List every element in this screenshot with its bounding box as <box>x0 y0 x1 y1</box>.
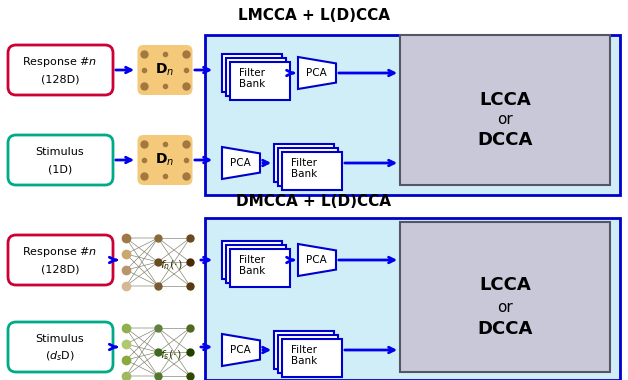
FancyBboxPatch shape <box>8 235 113 285</box>
Text: (128D): (128D) <box>41 264 79 274</box>
Text: LCCA: LCCA <box>479 91 531 109</box>
Polygon shape <box>222 334 260 366</box>
Text: or: or <box>497 299 513 315</box>
Text: (1D): (1D) <box>48 164 72 174</box>
Text: Stimulus: Stimulus <box>36 147 84 157</box>
Text: $f_{n}(\cdot)$: $f_{n}(\cdot)$ <box>160 258 183 272</box>
Text: Bank: Bank <box>291 169 317 179</box>
FancyBboxPatch shape <box>138 45 193 95</box>
Polygon shape <box>222 147 260 179</box>
Text: Filter: Filter <box>291 158 317 168</box>
Text: Filter: Filter <box>239 68 265 78</box>
Text: PCA: PCA <box>306 68 327 78</box>
Text: $\mathbf{D}_{n}$: $\mathbf{D}_{n}$ <box>155 152 175 168</box>
Bar <box>282 152 342 190</box>
Bar <box>400 222 610 372</box>
Bar <box>226 245 286 283</box>
Bar <box>274 331 334 369</box>
FancyBboxPatch shape <box>138 135 193 185</box>
Text: PCA: PCA <box>306 255 327 265</box>
Text: Bank: Bank <box>239 79 265 89</box>
Text: $f_{s}(\cdot)$: $f_{s}(\cdot)$ <box>160 348 181 362</box>
Text: Filter: Filter <box>239 255 265 265</box>
Bar <box>274 144 334 182</box>
FancyBboxPatch shape <box>8 322 113 372</box>
Bar <box>222 54 282 92</box>
Text: DMCCA + L(D)CCA: DMCCA + L(D)CCA <box>237 195 391 209</box>
Text: PCA: PCA <box>230 158 251 168</box>
Bar <box>400 35 610 185</box>
Text: Filter: Filter <box>291 345 317 355</box>
Bar <box>230 62 290 100</box>
Bar <box>282 339 342 377</box>
Bar <box>278 335 338 373</box>
FancyBboxPatch shape <box>8 45 113 95</box>
Bar <box>205 35 620 195</box>
Text: Response #$n$: Response #$n$ <box>23 245 97 259</box>
Polygon shape <box>298 244 336 276</box>
Bar <box>278 148 338 186</box>
Text: Bank: Bank <box>291 356 317 366</box>
Text: LCCA: LCCA <box>479 276 531 294</box>
Bar <box>205 218 620 380</box>
FancyBboxPatch shape <box>8 135 113 185</box>
Text: $(d_s$D): $(d_s$D) <box>45 349 75 363</box>
Text: Bank: Bank <box>239 266 265 276</box>
Text: PCA: PCA <box>230 345 251 355</box>
Polygon shape <box>298 57 336 89</box>
Text: DCCA: DCCA <box>477 320 533 338</box>
Text: or: or <box>497 112 513 128</box>
Bar <box>226 58 286 96</box>
Text: LMCCA + L(D)CCA: LMCCA + L(D)CCA <box>238 8 390 22</box>
Text: Response #$n$: Response #$n$ <box>23 55 97 69</box>
Text: $\mathbf{D}_{n}$: $\mathbf{D}_{n}$ <box>155 62 175 78</box>
Text: (128D): (128D) <box>41 74 79 84</box>
Bar <box>230 249 290 287</box>
Text: Stimulus: Stimulus <box>36 334 84 344</box>
Text: DCCA: DCCA <box>477 131 533 149</box>
Bar <box>222 241 282 279</box>
